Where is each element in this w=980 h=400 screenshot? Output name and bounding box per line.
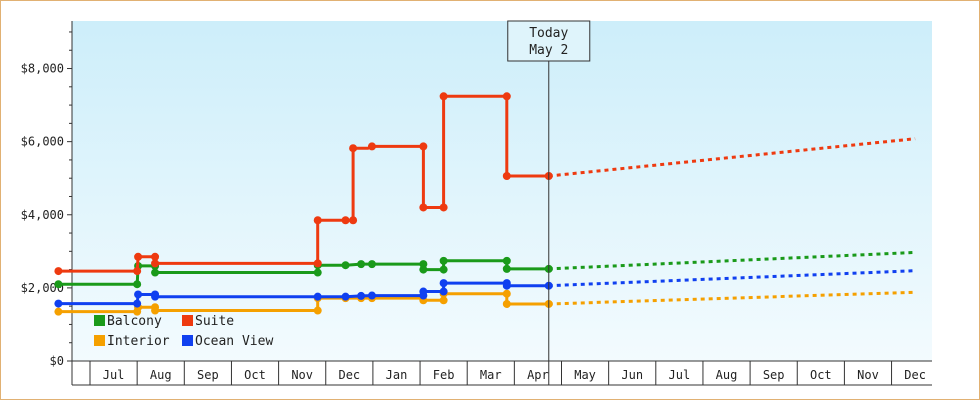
data-point [151, 259, 160, 268]
x-tick-label: Oct [810, 368, 832, 382]
data-point [502, 281, 511, 290]
today-date: May 2 [529, 43, 568, 58]
x-tick-label: Oct [244, 368, 266, 382]
data-point [367, 260, 376, 269]
y-tick-label: $0 [50, 354, 64, 368]
data-point [439, 256, 448, 265]
y-tick-label: $8,000 [21, 62, 64, 76]
data-point [349, 216, 358, 225]
series-ocean-view [54, 269, 916, 308]
data-point [54, 267, 63, 276]
data-point [54, 280, 63, 289]
data-point [419, 203, 428, 212]
y-tick-label: $4,000 [21, 208, 64, 222]
x-tick-label: Jul [103, 368, 125, 382]
data-point [357, 291, 366, 300]
data-point [313, 259, 322, 268]
data-point [313, 216, 322, 225]
x-tick-label: Sep [763, 368, 785, 382]
data-point [341, 261, 350, 270]
series-line [58, 281, 549, 306]
legend: Balcony Suite Interior Ocean View [94, 314, 273, 349]
data-point [133, 280, 142, 289]
data-point [54, 307, 63, 316]
legend-label: Interior [107, 334, 170, 349]
data-point [341, 292, 350, 301]
data-point [502, 172, 511, 181]
legend-swatch [182, 315, 193, 326]
data-point [502, 256, 511, 265]
data-point [134, 252, 143, 261]
data-point [313, 292, 322, 301]
plot-background [72, 21, 932, 361]
data-point [502, 289, 511, 298]
legend-label: Balcony [107, 314, 162, 329]
data-point [367, 291, 376, 300]
data-point [151, 292, 160, 301]
legend-swatch [94, 315, 105, 326]
legend-label: Suite [195, 314, 234, 329]
legend-swatch [182, 335, 193, 346]
y-tick-label: $2,000 [21, 281, 64, 295]
data-point [54, 299, 63, 308]
data-point [313, 268, 322, 277]
x-axis-ticks: Jul Aug Sep Oct Nov Dec Jan Feb Mar Apr May Jun Jul A… [89, 361, 926, 385]
data-point [419, 265, 428, 274]
x-tick-label: Sep [197, 368, 219, 382]
data-point [151, 252, 160, 261]
x-tick-label: Apr [527, 368, 549, 382]
data-point [133, 267, 142, 276]
data-point [151, 268, 160, 277]
data-point [151, 306, 160, 315]
data-point [367, 142, 376, 151]
forecast-line [548, 269, 916, 288]
data-point [419, 287, 428, 296]
data-point [502, 299, 511, 308]
forecast-line [548, 250, 916, 271]
data-point [313, 306, 322, 315]
data-point [439, 279, 448, 288]
legend-label: Ocean View [195, 334, 273, 349]
x-tick-label: Mar [480, 368, 502, 382]
x-tick-label: Dec [904, 368, 926, 382]
x-tick-label: Jul [669, 368, 691, 382]
y-tick-label: $6,000 [21, 135, 64, 149]
data-point [419, 260, 428, 269]
data-point [439, 265, 448, 274]
forecast-line [548, 137, 916, 178]
today-callout-box [507, 20, 591, 62]
today-marker: Today May 2 [507, 20, 591, 385]
x-tick-label: Nov [857, 368, 879, 382]
series-suite [54, 92, 916, 276]
x-tick-label: Aug [716, 368, 738, 382]
legend-swatch [94, 335, 105, 346]
data-point [502, 92, 511, 101]
data-point [439, 203, 448, 212]
data-point [502, 264, 511, 273]
x-tick-label: Aug [150, 368, 172, 382]
x-tick-label: Jun [621, 368, 643, 382]
data-point [133, 299, 142, 308]
x-tick-label: Nov [291, 368, 313, 382]
forecast-line [548, 290, 916, 306]
data-point [349, 144, 358, 153]
data-point [439, 296, 448, 305]
data-point [341, 216, 350, 225]
y-axis-ticks: $0 $2,000 $4,000 $6,000 $8,000 [21, 31, 72, 368]
x-tick-label: Jan [386, 368, 408, 382]
data-point [357, 260, 366, 269]
data-point [134, 290, 143, 299]
data-point [419, 142, 428, 151]
x-tick-label: Dec [338, 368, 360, 382]
data-point [439, 287, 448, 296]
data-point [439, 92, 448, 101]
today-label: Today [529, 26, 568, 41]
x-tick-label: May [574, 368, 596, 382]
x-tick-label: Feb [433, 368, 455, 382]
series-layer [54, 92, 916, 316]
